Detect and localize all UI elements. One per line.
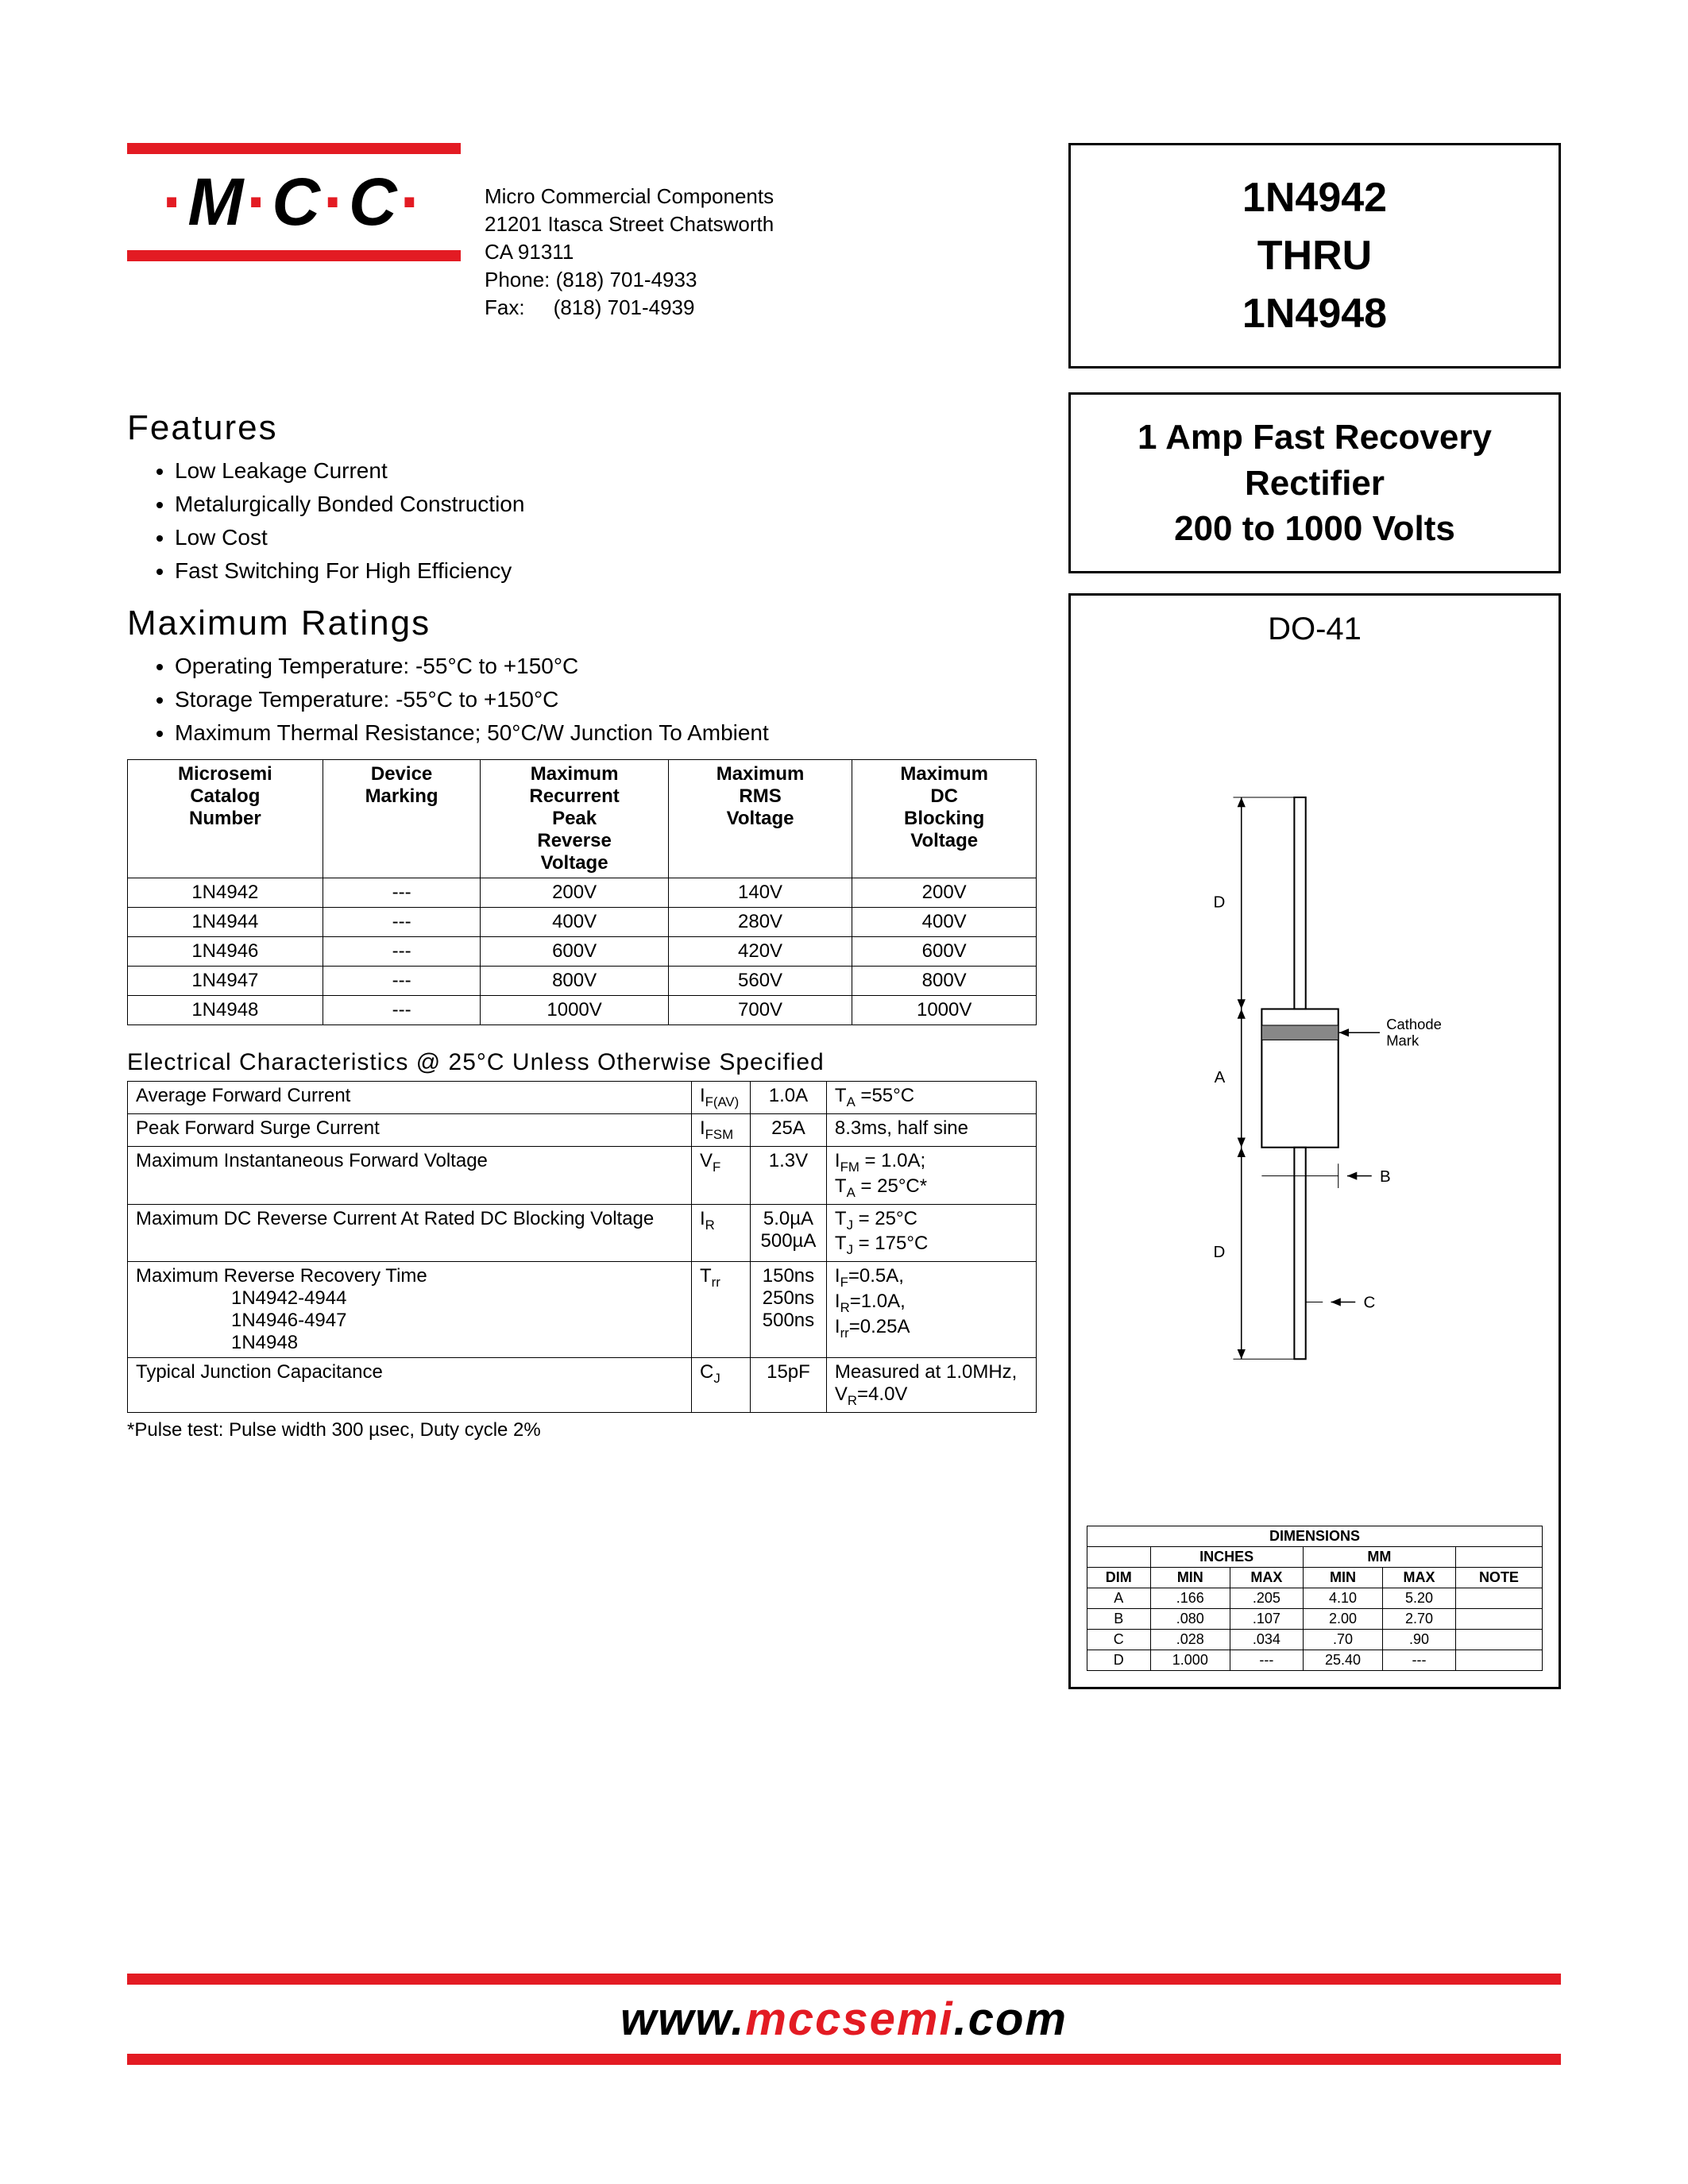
footer: www.mccsemi.com	[127, 1966, 1561, 2073]
max-ratings-bullets: Operating Temperature: -55°C to +150°CSt…	[127, 650, 1037, 750]
description-box: 1 Amp Fast Recovery Rectifier 200 to 100…	[1068, 392, 1561, 573]
desc-line-3: 200 to 1000 Volts	[1083, 506, 1547, 551]
elec-row: Peak Forward Surge CurrentIFSM25A8.3ms, …	[128, 1114, 1037, 1147]
elec-row: Maximum DC Reverse Current At Rated DC B…	[128, 1204, 1037, 1262]
dimension-row: B.080.1072.002.70	[1087, 1608, 1543, 1629]
package-title: DO-41	[1268, 612, 1362, 647]
svg-text:B: B	[1380, 1167, 1391, 1186]
max-rating-bullet: Operating Temperature: -55°C to +150°C	[175, 650, 1037, 683]
ratings-table: MicrosemiCatalogNumberDeviceMarkingMaxim…	[127, 759, 1037, 1025]
elec-row: Typical Junction CapacitanceCJ15pFMeasur…	[128, 1358, 1037, 1413]
svg-text:D: D	[1213, 893, 1225, 911]
feature-item: Metalurgically Bonded Construction	[175, 488, 1037, 521]
ratings-column-header: MaximumRMSVoltage	[668, 760, 852, 878]
dimension-row: A.166.2054.105.20	[1087, 1588, 1543, 1608]
elec-row: Average Forward CurrentIF(AV)1.0ATA =55°…	[128, 1082, 1037, 1114]
ratings-column-header: DeviceMarking	[323, 760, 481, 878]
dimension-row: D1.000---25.40---	[1087, 1650, 1543, 1670]
part-line-3: 1N4948	[1087, 285, 1543, 343]
part-line-2: THRU	[1087, 227, 1543, 285]
features-heading: Features	[127, 408, 1037, 448]
elec-heading: Electrical Characteristics @ 25°C Unless…	[127, 1049, 1037, 1076]
features-list: Low Leakage CurrentMetalurgically Bonded…	[127, 454, 1037, 588]
footer-url: www.mccsemi.com	[127, 1993, 1561, 2046]
feature-item: Low Leakage Current	[175, 454, 1037, 488]
company-addr2: CA 91311	[485, 238, 774, 266]
logo-text: ·M·C·C·	[127, 154, 461, 250]
ratings-column-header: MaximumRecurrentPeakReverseVoltage	[481, 760, 668, 878]
ratings-row: 1N4944---400V280V400V	[128, 908, 1037, 937]
ratings-row: 1N4947---800V560V800V	[128, 967, 1037, 996]
svg-text:D: D	[1213, 1243, 1225, 1261]
part-line-1: 1N4942	[1087, 169, 1543, 227]
footer-bottom-line	[127, 2054, 1561, 2065]
ratings-row: 1N4942---200V140V200V	[128, 878, 1037, 908]
logo-bottom-bar	[127, 250, 461, 261]
ratings-column-header: MaximumDCBlockingVoltage	[852, 760, 1037, 878]
svg-text:Cathode: Cathode	[1386, 1016, 1442, 1032]
ratings-column-header: MicrosemiCatalogNumber	[128, 760, 323, 878]
elec-row: Maximum Reverse Recovery Time1N4942-4944…	[128, 1262, 1037, 1358]
svg-text:A: A	[1215, 1068, 1226, 1086]
elec-row: Maximum Instantaneous Forward VoltageVF1…	[128, 1146, 1037, 1204]
dimension-row: C.028.034.70.90	[1087, 1629, 1543, 1650]
svg-text:Mark: Mark	[1386, 1032, 1420, 1049]
logo-top-bar	[127, 143, 461, 154]
ratings-row: 1N4948---1000V700V1000V	[128, 996, 1037, 1025]
company-fax: Fax: (818) 701-4939	[485, 294, 774, 322]
feature-item: Low Cost	[175, 521, 1037, 554]
desc-line-1: 1 Amp Fast Recovery	[1083, 415, 1547, 460]
company-addr1: 21201 Itasca Street Chatsworth	[485, 210, 774, 238]
package-outline-box: DO-41 D	[1068, 593, 1561, 1689]
max-rating-bullet: Storage Temperature: -55°C to +150°C	[175, 683, 1037, 716]
package-diagram: D A D B	[1087, 671, 1543, 1510]
logo: ·M·C·C·	[127, 143, 461, 261]
feature-item: Fast Switching For High Efficiency	[175, 554, 1037, 588]
company-name: Micro Commercial Components	[485, 183, 774, 210]
desc-line-2: Rectifier	[1083, 461, 1547, 506]
part-number-box: 1N4942 THRU 1N4948	[1068, 143, 1561, 369]
max-ratings-heading: Maximum Ratings	[127, 604, 1037, 643]
max-rating-bullet: Maximum Thermal Resistance; 50°C/W Junct…	[175, 716, 1037, 750]
pulse-test-footnote: *Pulse test: Pulse width 300 µsec, Duty …	[127, 1419, 1037, 1441]
svg-text:C: C	[1364, 1294, 1376, 1312]
electrical-characteristics-table: Average Forward CurrentIF(AV)1.0ATA =55°…	[127, 1081, 1037, 1413]
company-phone: Phone: (818) 701-4933	[485, 266, 774, 294]
dimensions-table: DIMENSIONSINCHESMMDIMMINMAXMINMAXNOTEA.1…	[1087, 1526, 1543, 1671]
company-info: Micro Commercial Components 21201 Itasca…	[485, 143, 774, 322]
footer-top-line	[127, 1974, 1561, 1985]
ratings-row: 1N4946---600V420V600V	[128, 937, 1037, 967]
